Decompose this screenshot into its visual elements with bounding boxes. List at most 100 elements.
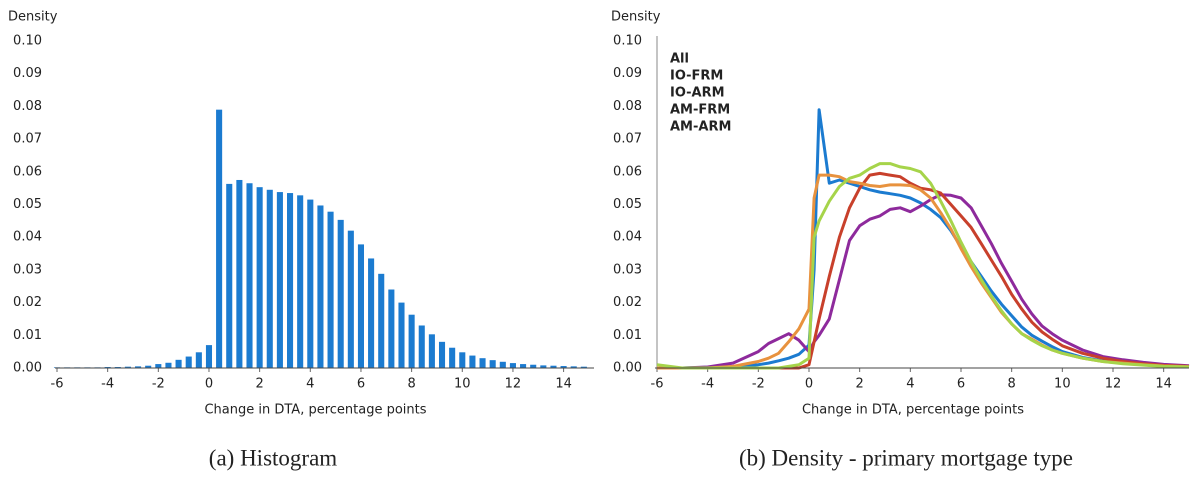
bar <box>135 366 142 368</box>
bar <box>570 366 577 368</box>
series-line <box>657 171 1190 370</box>
bar <box>216 109 223 369</box>
y-tick-label: 0.00 <box>613 361 642 376</box>
x-tick-label: 10 <box>454 377 471 392</box>
bar <box>479 358 486 368</box>
legend-label: All <box>670 52 689 67</box>
x-tick-label: 0 <box>805 377 813 392</box>
bar <box>185 356 192 368</box>
x-tick-label: 4 <box>906 377 914 392</box>
y-tick-label: 0.05 <box>13 197 42 212</box>
bar <box>236 179 243 368</box>
bar <box>469 355 476 368</box>
bar <box>175 359 182 368</box>
bar <box>509 363 516 368</box>
y-tick-label: 0.10 <box>613 34 642 49</box>
bar <box>357 244 365 368</box>
x-tick-label: 8 <box>1008 377 1016 392</box>
series-line <box>657 108 1190 370</box>
bar <box>368 258 375 368</box>
legend-label: IO-ARM <box>670 86 725 101</box>
bar <box>540 365 547 368</box>
y-axis-label: Density <box>8 10 58 25</box>
bar <box>418 325 425 368</box>
y-tick-label: 0.01 <box>613 328 642 343</box>
y-tick-label: 0.10 <box>13 34 42 49</box>
bar <box>165 362 172 368</box>
bar <box>155 364 162 368</box>
y-tick-label: 0.05 <box>613 197 642 212</box>
x-tick-label: -2 <box>752 377 765 392</box>
bar <box>489 360 496 368</box>
legend-label: AM-FRM <box>670 103 730 118</box>
x-tick-label: 6 <box>957 377 965 392</box>
x-axis-label: Change in DTA, percentage points <box>204 403 426 418</box>
bar <box>530 364 537 368</box>
x-tick-label: -4 <box>701 377 714 392</box>
bar <box>550 365 557 368</box>
x-tick-label: 8 <box>407 377 415 392</box>
y-tick-label: 0.02 <box>613 295 642 310</box>
bar <box>317 205 324 368</box>
bar <box>145 365 152 368</box>
x-tick-label: 14 <box>555 377 572 392</box>
x-tick-label: -4 <box>101 377 114 392</box>
bar <box>388 289 395 368</box>
x-tick-label: -6 <box>51 377 64 392</box>
bar <box>438 341 446 368</box>
y-tick-label: 0.09 <box>613 66 642 81</box>
x-tick-label: 6 <box>357 377 365 392</box>
x-tick-label: 12 <box>1105 377 1122 392</box>
bar <box>449 347 456 368</box>
x-tick-label: -2 <box>152 377 165 392</box>
bar <box>580 366 587 368</box>
y-tick-label: 0.07 <box>613 132 642 147</box>
y-tick-label: 0.06 <box>613 164 642 179</box>
legend-label: IO-FRM <box>670 69 723 84</box>
bar <box>246 183 253 368</box>
x-axis-label: Change in DTA, percentage points <box>802 403 1024 418</box>
bar <box>124 366 131 368</box>
bar <box>266 189 273 368</box>
y-tick-label: 0.03 <box>13 262 42 277</box>
bar <box>327 211 334 368</box>
y-tick-label: 0.06 <box>13 164 42 179</box>
y-tick-label: 0.03 <box>613 262 642 277</box>
x-tick-label: 2 <box>256 377 264 392</box>
bar <box>307 199 314 368</box>
bar <box>499 361 506 368</box>
y-tick-label: 0.08 <box>13 99 42 114</box>
bar <box>347 230 354 368</box>
x-tick-label: 0 <box>205 377 213 392</box>
bar <box>297 195 304 368</box>
bar <box>520 364 527 368</box>
caption: (a) Histogram <box>209 445 337 470</box>
y-tick-label: 0.02 <box>13 295 42 310</box>
bar <box>286 193 294 368</box>
legend-label: AM-ARM <box>670 120 731 135</box>
x-tick-label: 10 <box>1054 377 1071 392</box>
bar <box>459 352 466 368</box>
bar <box>195 352 202 368</box>
y-tick-label: 0.09 <box>13 66 42 81</box>
bar <box>378 273 385 368</box>
series-line <box>656 162 1190 370</box>
y-axis-label: Density <box>611 10 661 25</box>
x-tick-label: 2 <box>856 377 864 392</box>
bar <box>428 334 435 368</box>
y-tick-label: 0.04 <box>613 230 642 245</box>
x-tick-label: 14 <box>1155 377 1172 392</box>
bar <box>205 345 213 368</box>
x-tick-label: 4 <box>306 377 314 392</box>
x-tick-label: -6 <box>651 377 664 392</box>
caption: (b) Density - primary mortgage type <box>739 445 1073 470</box>
y-tick-label: 0.04 <box>13 230 42 245</box>
y-tick-label: 0.08 <box>613 99 642 114</box>
bar <box>226 183 233 368</box>
bar <box>398 302 405 368</box>
bar <box>560 366 567 368</box>
bar <box>408 314 415 368</box>
series-line <box>657 193 1190 370</box>
y-tick-label: 0.07 <box>13 132 42 147</box>
